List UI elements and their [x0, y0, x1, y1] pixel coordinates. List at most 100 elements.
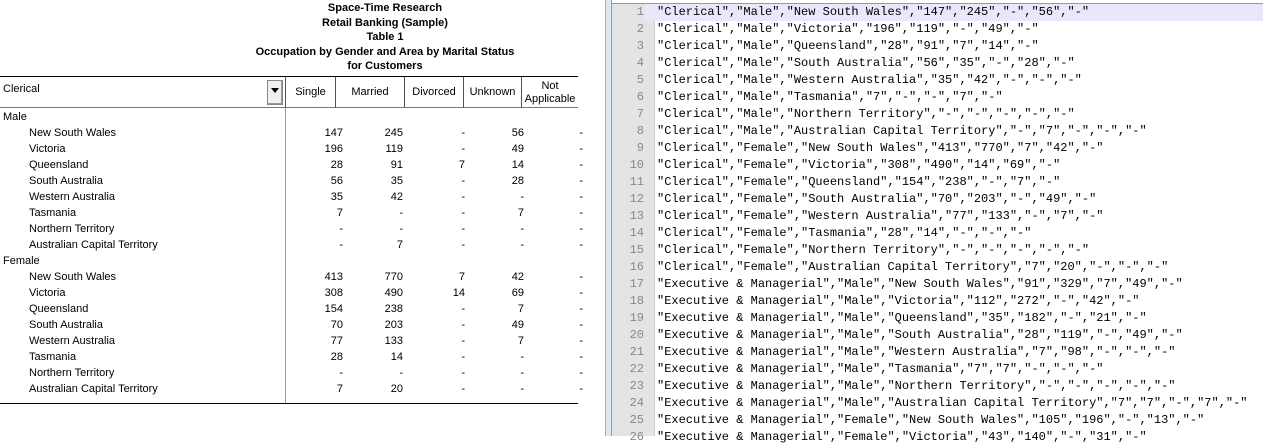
- table-cell: 77: [330, 335, 343, 347]
- editor-line[interactable]: 12 "Clerical","Female","South Australia",…: [612, 191, 1263, 208]
- editor-line[interactable]: 11 "Clerical","Female","Queensland","154"…: [612, 174, 1263, 191]
- table-cell: -: [461, 143, 465, 155]
- editor-line[interactable]: 24 "Executive & Managerial","Male","Austr…: [612, 395, 1263, 412]
- editor-line[interactable]: 2 "Clerical","Male","Victoria","196","119…: [612, 21, 1263, 38]
- dropdown-button[interactable]: [267, 80, 283, 105]
- line-text: "Executive & Managerial","Female","Victo…: [657, 430, 1147, 444]
- table-cell: -: [579, 191, 583, 203]
- text-editor[interactable]: 1 "Clerical","Male","New South Wales","14…: [612, 3, 1263, 444]
- editor-line[interactable]: 1 "Clerical","Male","New South Wales","14…: [612, 4, 1263, 21]
- table-cell: -: [579, 175, 583, 187]
- line-number: 1: [612, 4, 644, 21]
- table-cell: 7: [517, 207, 524, 219]
- line-text: "Executive & Managerial","Male","Austral…: [657, 396, 1248, 410]
- editor-line[interactable]: 19 "Executive & Managerial","Male","Queen…: [612, 310, 1263, 327]
- editor-line[interactable]: 9 "Clerical","Female","New South Wales","…: [612, 140, 1263, 157]
- editor-line[interactable]: 21 "Executive & Managerial","Male","Weste…: [612, 344, 1263, 361]
- editor-line[interactable]: 16 "Clerical","Female","Australian Capita…: [612, 259, 1263, 276]
- editor-line[interactable]: 8 "Clerical","Male","Australian Capital T…: [612, 123, 1263, 140]
- editor-line[interactable]: 17 "Executive & Managerial","Male","New S…: [612, 276, 1263, 293]
- table-cell: -: [579, 223, 583, 235]
- editor-line[interactable]: 20 "Executive & Managerial","Male","South…: [612, 327, 1263, 344]
- row-label: Victoria: [29, 287, 66, 299]
- table-cell: -: [579, 319, 583, 331]
- editor-line[interactable]: 13 "Clerical","Female","Western Australia…: [612, 208, 1263, 225]
- editor-line[interactable]: 15 "Clerical","Female","Northern Territor…: [612, 242, 1263, 259]
- row-label: South Australia: [29, 319, 103, 331]
- table-row: New South Wales 413 770 7 42 -: [0, 269, 583, 285]
- table-cell: 7: [336, 383, 343, 395]
- table-row: Australian Capital Territory - 7 - - -: [0, 237, 583, 253]
- row-label: Northern Territory: [29, 223, 115, 235]
- editor-line[interactable]: 4 "Clerical","Male","South Australia","56…: [612, 55, 1263, 72]
- editor-line[interactable]: 23 "Executive & Managerial","Male","North…: [612, 378, 1263, 395]
- column-header[interactable]: Not Applicable: [524, 79, 576, 105]
- row-label: Northern Territory: [29, 367, 115, 379]
- editor-line[interactable]: 18 "Executive & Managerial","Male","Victo…: [612, 293, 1263, 310]
- table-cell: -: [520, 239, 524, 251]
- table-cell: 28: [330, 351, 343, 363]
- editor-line[interactable]: 5 "Clerical","Male","Western Australia","…: [612, 72, 1263, 89]
- table-cell: -: [461, 191, 465, 203]
- table-cell: -: [579, 271, 583, 283]
- table-cell: 7: [458, 159, 465, 171]
- editor-line[interactable]: 3 "Clerical","Male","Queensland","28","91…: [612, 38, 1263, 55]
- editor-line[interactable]: 10 "Clerical","Female","Victoria","308","…: [612, 157, 1263, 174]
- editor-line[interactable]: 26 "Executive & Managerial","Female","Vic…: [612, 429, 1263, 446]
- table-cell: 49: [511, 319, 524, 331]
- table-cell: -: [520, 367, 524, 379]
- table-row: Australian Capital Territory 7 20 - - -: [0, 381, 583, 397]
- table-row: Queensland 154 238 - 7 -: [0, 301, 583, 317]
- row-dimension-selector[interactable]: Clerical: [0, 77, 286, 108]
- line-number: 5: [636, 73, 644, 87]
- table-cell: 490: [384, 287, 403, 299]
- line-number: 8: [636, 124, 644, 138]
- column-header[interactable]: Married: [336, 77, 405, 108]
- line-number-gutter: [612, 4, 655, 436]
- editor-line[interactable]: 25 "Executive & Managerial","Female","New…: [612, 412, 1263, 429]
- line-number: 7: [636, 107, 644, 121]
- line-text: "Clerical","Female","South Australia","7…: [657, 192, 1097, 206]
- table-row: Queensland 28 91 7 14 -: [0, 157, 583, 173]
- line-text: "Executive & Managerial","Male","Tasmani…: [657, 362, 1104, 376]
- table-row: Victoria 196 119 - 49 -: [0, 141, 583, 157]
- table-cell: 7: [517, 335, 524, 347]
- line-number: 6: [636, 90, 644, 104]
- line-text: "Clerical","Male","Tasmania","7","-","-"…: [657, 90, 1003, 104]
- editor-line[interactable]: 22 "Executive & Managerial","Male","Tasma…: [612, 361, 1263, 378]
- table-cell: 28: [330, 159, 343, 171]
- line-number: 26: [629, 430, 644, 444]
- editor-line[interactable]: 7 "Clerical","Male","Northern Territory",…: [612, 106, 1263, 123]
- table-cell: 119: [385, 143, 403, 155]
- panel-splitter[interactable]: [605, 0, 612, 436]
- table-cell: 49: [511, 143, 524, 155]
- line-number: 4: [636, 56, 644, 70]
- editor-line[interactable]: 14 "Clerical","Female","Tasmania","28","1…: [612, 225, 1263, 242]
- line-text: "Clerical","Female","New South Wales","4…: [657, 141, 1104, 155]
- group-row: Male: [0, 109, 578, 125]
- column-header[interactable]: Unknown: [464, 77, 522, 108]
- editor-line[interactable]: 6 "Clerical","Male","Tasmania","7","-","-…: [612, 89, 1263, 106]
- line-text: "Clerical","Female","Victoria","308","49…: [657, 158, 1061, 172]
- table-cell: 196: [324, 143, 343, 155]
- row-label: Queensland: [29, 303, 89, 315]
- row-label: Queensland: [29, 159, 89, 171]
- line-number: 18: [629, 294, 644, 308]
- table-cell: -: [461, 383, 465, 395]
- table-cell: 56: [511, 127, 524, 139]
- table-cell: -: [579, 143, 583, 155]
- line-number: 3: [636, 39, 644, 53]
- line-text: "Executive & Managerial","Male","Victori…: [657, 294, 1140, 308]
- column-header[interactable]: Divorced: [405, 77, 464, 108]
- row-label: Victoria: [29, 143, 66, 155]
- table-cell: 770: [384, 271, 403, 283]
- table-cell: 69: [511, 287, 524, 299]
- line-text: "Executive & Managerial","Male","Western…: [657, 345, 1176, 359]
- line-text: "Executive & Managerial","Male","Queensl…: [657, 311, 1147, 325]
- table-cell: -: [579, 159, 583, 171]
- report-title-line: Space-Time Research: [327, 2, 443, 14]
- line-number: 24: [629, 396, 644, 410]
- column-header[interactable]: Single: [286, 77, 336, 108]
- row-label: Australian Capital Territory: [29, 239, 158, 251]
- table-cell: -: [399, 207, 403, 219]
